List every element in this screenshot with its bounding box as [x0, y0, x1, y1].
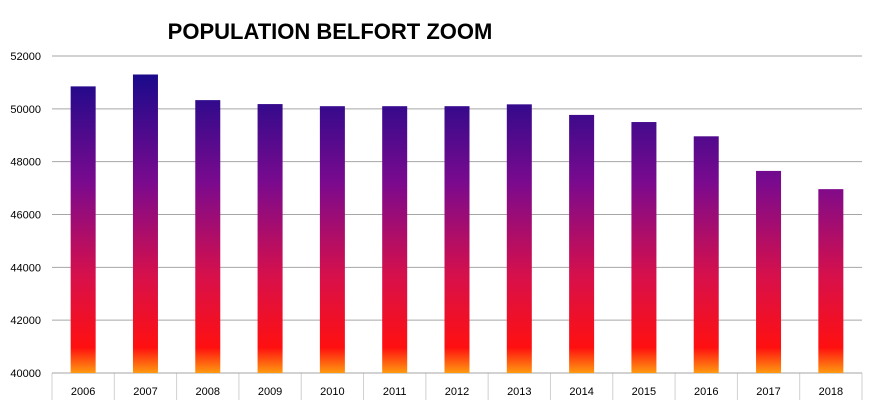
x-tick-label: 2017: [756, 386, 780, 398]
bar-2010: [319, 106, 345, 374]
y-tick-label: 40000: [10, 368, 41, 380]
x-tick-label: 2014: [569, 386, 593, 398]
x-tick-label: 2011: [383, 386, 407, 398]
bar-2008: [195, 100, 221, 373]
bar-2007: [132, 74, 158, 373]
y-axis-tick-labels: 40000 42000 44000 46000 48000 50000 52000: [10, 51, 41, 380]
x-axis-tick-labels: 2006 2007 2008 2009 2010 2011 2012 2013 2014 2015…: [71, 386, 843, 398]
x-tick-label: 2012: [445, 386, 469, 398]
bar-2015: [631, 122, 657, 374]
bar-2011: [382, 106, 408, 374]
y-tick-label: 52000: [10, 51, 41, 63]
x-tick-label: 2006: [71, 386, 95, 398]
x-tick-label: 2018: [819, 386, 843, 398]
bar-2013: [506, 104, 532, 373]
chart-title: POPULATION BELFORT ZOOM: [167, 19, 493, 44]
y-tick-label: 48000: [10, 157, 41, 169]
bar-2017: [756, 170, 782, 373]
bar-2016: [693, 136, 719, 373]
bars: [70, 74, 844, 374]
bar-2009: [257, 104, 283, 373]
bar-2018: [818, 189, 844, 373]
x-tick-label: 2008: [196, 386, 220, 398]
x-tick-label: 2015: [632, 386, 656, 398]
x-tick-label: 2007: [133, 386, 157, 398]
x-tick-label: 2010: [320, 386, 344, 398]
y-tick-label: 50000: [10, 104, 41, 116]
y-tick-label: 44000: [10, 262, 41, 274]
x-tick-label: 2016: [694, 386, 718, 398]
x-tick-label: 2013: [507, 386, 531, 398]
y-tick-label: 42000: [10, 315, 41, 327]
x-tick-label: 2009: [258, 386, 282, 398]
bar-2006: [70, 86, 96, 374]
bar-2012: [444, 106, 470, 374]
bar-2014: [569, 114, 595, 373]
y-tick-label: 46000: [10, 210, 41, 222]
